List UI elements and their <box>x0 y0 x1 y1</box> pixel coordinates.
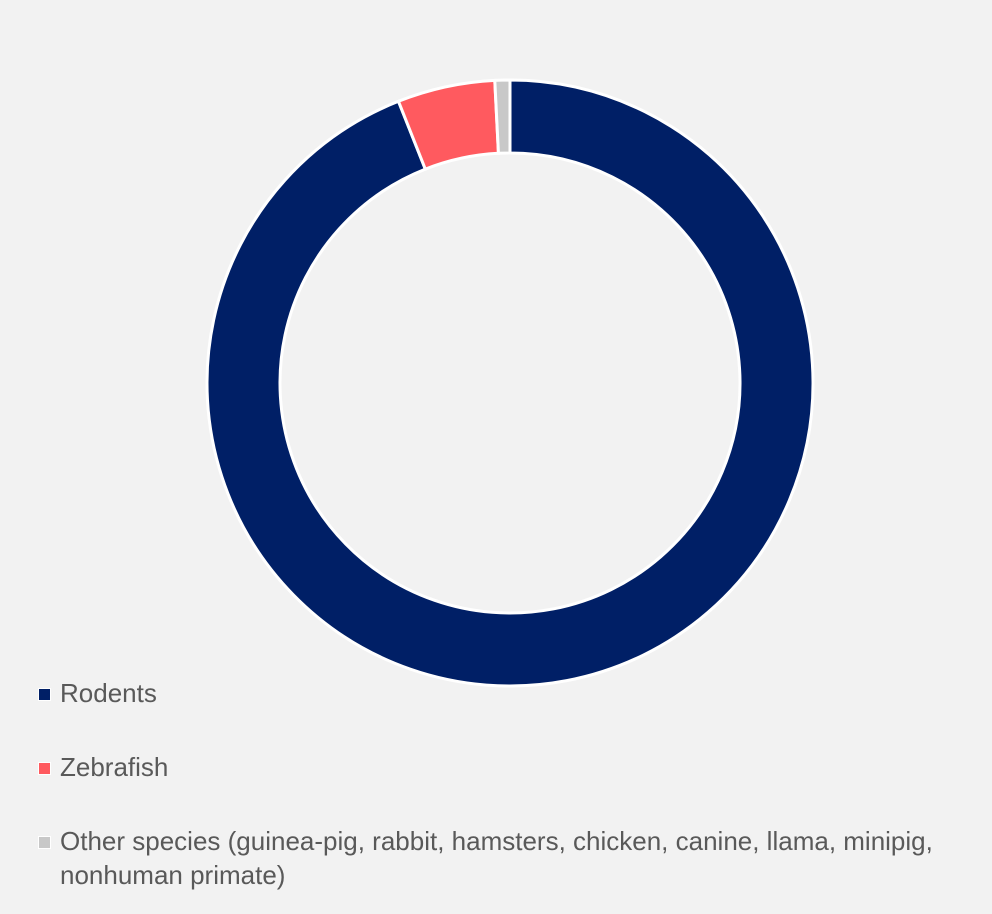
legend-item-other-species: Other species (guinea-pig, rabbit, hamst… <box>38 824 978 892</box>
legend-item-rodents: Rodents <box>38 676 157 710</box>
legend-swatch <box>38 688 51 701</box>
legend-item-zebrafish: Zebrafish <box>38 750 168 784</box>
legend-label: Other species (guinea-pig, rabbit, hamst… <box>60 826 933 890</box>
legend-label: Zebrafish <box>60 752 169 782</box>
legend-swatch <box>38 762 51 775</box>
donut-slice-0 <box>205 78 815 688</box>
donut-slice-2 <box>493 78 512 155</box>
legend-label: Rodents <box>60 678 157 708</box>
legend-swatch <box>38 836 51 849</box>
